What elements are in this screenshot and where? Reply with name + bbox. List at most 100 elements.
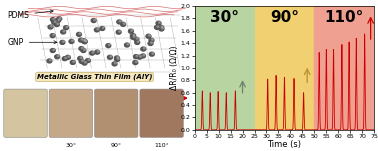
Circle shape [64, 26, 68, 30]
Circle shape [106, 44, 111, 48]
Circle shape [60, 40, 65, 44]
Circle shape [54, 21, 56, 22]
Circle shape [91, 19, 96, 22]
Circle shape [79, 47, 84, 51]
Circle shape [134, 37, 139, 41]
Circle shape [51, 18, 56, 22]
Circle shape [61, 30, 66, 34]
Circle shape [136, 55, 138, 57]
Circle shape [115, 62, 116, 64]
Circle shape [133, 61, 138, 64]
Circle shape [141, 54, 146, 58]
FancyBboxPatch shape [94, 89, 138, 137]
Circle shape [148, 42, 153, 45]
Circle shape [110, 56, 112, 57]
Circle shape [123, 23, 125, 24]
Circle shape [70, 60, 75, 64]
Circle shape [85, 40, 87, 42]
Text: Metallic Glass Thin Film (AlY): Metallic Glass Thin Film (AlY) [37, 74, 152, 80]
Circle shape [131, 35, 136, 39]
Circle shape [129, 29, 133, 33]
Circle shape [50, 59, 51, 61]
Circle shape [51, 26, 53, 27]
Circle shape [57, 23, 59, 25]
Circle shape [143, 48, 145, 49]
Circle shape [137, 55, 142, 59]
Circle shape [66, 26, 68, 28]
Circle shape [137, 41, 139, 42]
Bar [195, 6, 254, 130]
Text: 90°: 90° [270, 10, 299, 25]
Circle shape [52, 21, 57, 24]
Circle shape [53, 18, 55, 20]
Circle shape [90, 51, 94, 55]
Circle shape [80, 57, 82, 58]
Circle shape [133, 36, 135, 37]
Circle shape [156, 21, 161, 25]
Circle shape [84, 49, 85, 51]
Circle shape [133, 34, 135, 36]
Circle shape [62, 41, 64, 42]
Circle shape [119, 20, 121, 22]
Circle shape [161, 27, 163, 29]
Circle shape [85, 62, 87, 63]
Circle shape [150, 42, 152, 43]
Circle shape [58, 19, 60, 21]
Circle shape [85, 59, 90, 63]
Text: 110°: 110° [325, 10, 364, 25]
Circle shape [53, 49, 55, 51]
Circle shape [78, 56, 83, 60]
Circle shape [146, 34, 151, 38]
Circle shape [47, 59, 52, 63]
Text: PDMS: PDMS [8, 10, 53, 20]
Circle shape [131, 34, 136, 38]
Circle shape [149, 52, 154, 56]
FancyBboxPatch shape [4, 89, 47, 137]
Circle shape [55, 55, 60, 59]
Circle shape [79, 33, 81, 34]
Circle shape [92, 52, 94, 53]
Circle shape [115, 56, 119, 60]
Circle shape [48, 25, 53, 29]
Circle shape [119, 31, 121, 32]
Y-axis label: ΔR/R₀ (Ω/Ω): ΔR/R₀ (Ω/Ω) [170, 46, 179, 90]
Circle shape [68, 56, 70, 57]
Circle shape [65, 55, 70, 59]
Circle shape [82, 39, 87, 43]
Circle shape [81, 39, 83, 40]
Circle shape [63, 31, 65, 32]
Circle shape [71, 40, 73, 42]
Circle shape [84, 40, 86, 41]
Circle shape [69, 40, 74, 43]
Circle shape [97, 51, 99, 52]
Circle shape [100, 27, 105, 31]
Circle shape [139, 56, 141, 57]
Circle shape [143, 55, 145, 56]
Circle shape [81, 49, 86, 53]
Circle shape [117, 58, 119, 59]
Circle shape [50, 49, 55, 53]
Circle shape [124, 43, 129, 47]
Circle shape [149, 35, 150, 36]
Circle shape [127, 43, 129, 45]
Circle shape [115, 58, 120, 61]
Text: 30°: 30° [65, 143, 76, 148]
Circle shape [108, 44, 110, 46]
Circle shape [53, 34, 54, 36]
Circle shape [81, 47, 83, 49]
Circle shape [152, 39, 153, 40]
Circle shape [131, 30, 133, 31]
Circle shape [159, 27, 164, 31]
Circle shape [56, 19, 60, 23]
Circle shape [136, 38, 138, 39]
Circle shape [82, 40, 87, 44]
FancyBboxPatch shape [0, 0, 189, 151]
Circle shape [76, 32, 81, 36]
Circle shape [135, 61, 137, 63]
Circle shape [155, 25, 160, 29]
Bar [314, 6, 374, 130]
Circle shape [117, 20, 122, 24]
Circle shape [79, 59, 84, 63]
Circle shape [133, 55, 138, 59]
Circle shape [152, 53, 154, 54]
